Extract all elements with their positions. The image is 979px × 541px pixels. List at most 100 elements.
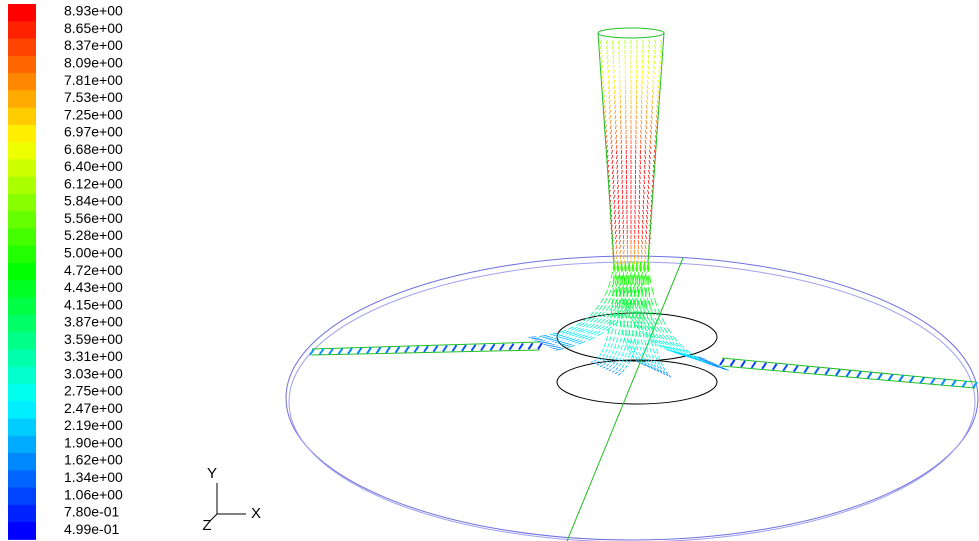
colorbar-label: 7.53e+00	[64, 89, 123, 105]
vector	[655, 40, 656, 44]
vector	[643, 45, 644, 49]
vector	[614, 200, 615, 204]
vector	[606, 45, 607, 49]
vector	[608, 343, 609, 347]
vector	[636, 276, 637, 285]
vector	[618, 210, 619, 214]
vector	[662, 319, 665, 325]
vector	[615, 125, 616, 129]
vector	[550, 333, 557, 335]
vector	[654, 45, 655, 49]
vector	[622, 170, 623, 174]
vector	[647, 205, 648, 209]
vector	[615, 235, 616, 239]
colorbar-label: 2.47e+00	[64, 400, 123, 416]
vector	[657, 105, 659, 109]
vector	[642, 240, 643, 244]
vector	[609, 369, 611, 371]
vector	[646, 125, 647, 129]
vector	[638, 245, 639, 249]
vector	[642, 55, 643, 59]
vector	[618, 205, 619, 209]
vector	[619, 50, 620, 54]
vector	[609, 90, 610, 94]
vector	[657, 100, 659, 104]
vector	[639, 215, 640, 219]
vector	[606, 355, 608, 358]
vector	[609, 290, 612, 296]
colorbar-band	[8, 367, 36, 385]
vector	[540, 335, 547, 336]
vector	[647, 100, 648, 104]
vector	[621, 135, 622, 139]
vector	[640, 165, 641, 169]
vector	[700, 359, 708, 360]
vector	[597, 364, 599, 365]
vector	[731, 360, 735, 366]
vector	[615, 225, 616, 229]
vector	[601, 50, 603, 54]
vector	[659, 318, 662, 324]
vector	[564, 344, 572, 346]
vector	[657, 365, 659, 368]
vector	[773, 364, 777, 370]
vector	[616, 255, 617, 259]
vector	[638, 225, 639, 229]
colorbar-band	[8, 229, 36, 247]
vector	[605, 290, 608, 296]
vector	[614, 205, 615, 209]
vector	[601, 55, 603, 59]
vector	[657, 95, 659, 99]
vector	[547, 345, 555, 346]
vector	[604, 115, 606, 119]
vector	[656, 115, 658, 119]
vector	[616, 300, 617, 308]
vector	[604, 105, 606, 109]
vector	[616, 245, 617, 249]
vector	[601, 298, 604, 303]
vector	[653, 348, 654, 353]
vector	[612, 170, 613, 174]
vector	[647, 298, 649, 305]
colorbar-label: 4.99e-01	[64, 521, 119, 537]
colorbar-label: 6.12e+00	[64, 175, 123, 191]
vector	[640, 346, 642, 351]
colorbar-label: 6.97e+00	[64, 124, 123, 140]
vector	[562, 337, 569, 339]
vector	[603, 367, 605, 368]
vector	[654, 60, 655, 64]
vector	[602, 70, 604, 74]
vector	[650, 275, 651, 284]
colorbar-label: 3.03e+00	[64, 365, 123, 381]
vector	[847, 371, 851, 377]
vector	[616, 155, 617, 159]
vector	[617, 300, 618, 308]
vector	[645, 135, 646, 139]
vector	[623, 245, 624, 249]
vector	[609, 100, 610, 104]
vector	[617, 180, 618, 184]
vector	[561, 343, 569, 345]
vector	[641, 110, 642, 114]
vector	[600, 353, 602, 356]
vector	[643, 210, 644, 214]
vector	[619, 220, 620, 224]
colorbar-label: 7.81e+00	[64, 72, 123, 88]
vector	[645, 155, 646, 159]
vector	[620, 115, 621, 119]
vector	[443, 346, 447, 352]
colorbar-band	[8, 39, 36, 57]
vector	[619, 240, 620, 244]
vector	[620, 260, 621, 264]
vector	[648, 60, 649, 64]
vector	[616, 130, 617, 134]
vector	[620, 338, 621, 343]
vector	[626, 311, 627, 318]
vector	[538, 343, 542, 349]
vector	[600, 45, 602, 49]
vector	[645, 145, 646, 149]
vector	[654, 365, 656, 368]
vector	[613, 180, 614, 184]
vector	[646, 130, 647, 134]
vector	[614, 310, 615, 317]
